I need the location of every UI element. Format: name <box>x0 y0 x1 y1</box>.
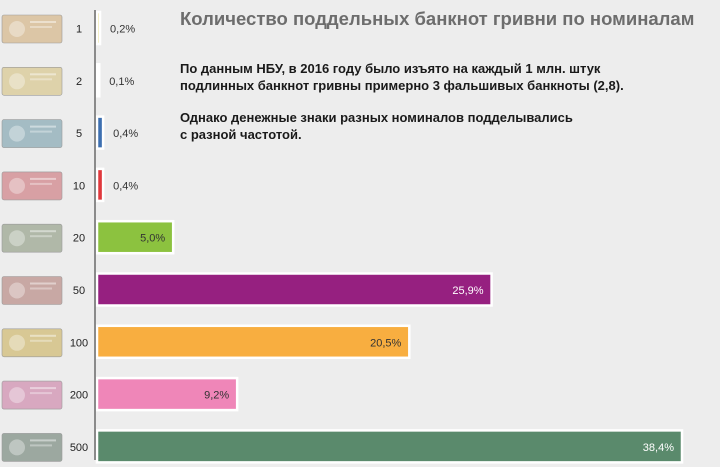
banknote-5-stripe-icon <box>30 125 56 128</box>
banknote-2-icon <box>1 67 63 96</box>
banknote-20-icon <box>1 223 63 253</box>
banknote-50-portrait-icon <box>9 282 25 299</box>
note-nbu-line-2: подлинных банкнот гривны примерно 3 фаль… <box>180 78 624 93</box>
bar-1 <box>95 10 102 46</box>
banknote-1-portrait-icon <box>9 21 25 37</box>
banknote-10-stripe-icon <box>30 177 56 180</box>
banknote-500-portrait-icon <box>9 439 25 456</box>
value-label-2: 0,1% <box>109 76 134 88</box>
banknote-5-stripe2-icon <box>30 130 52 133</box>
banknote-100-portrait-icon <box>9 334 25 351</box>
denomination-label-5: 5 <box>76 128 82 140</box>
value-label-10: 0,4% <box>113 180 138 192</box>
bar-500 <box>95 429 684 464</box>
banknote-500-stripe2-icon <box>30 444 52 447</box>
bar-10 <box>95 167 105 203</box>
bar-2 <box>95 63 101 98</box>
value-label-20: 5,0% <box>140 233 165 245</box>
note-nbu: По данным НБУ, в 2016 году было изъято н… <box>180 60 624 94</box>
banknote-200-icon <box>1 380 63 410</box>
banknote-100-stripe2-icon <box>30 339 52 342</box>
bar-20 <box>95 219 175 255</box>
denomination-label-50: 50 <box>73 285 85 297</box>
value-label-5: 0,4% <box>113 128 138 140</box>
note-frequency-line-1: Однако денежные знаки разных номиналов п… <box>180 110 573 125</box>
banknote-2-portrait-icon <box>9 73 25 90</box>
banknote-100-stripe-icon <box>30 334 56 337</box>
value-label-1: 0,2% <box>110 24 135 36</box>
banknote-1-icon <box>1 14 63 44</box>
banknote-200-stripe2-icon <box>30 392 52 395</box>
value-label-500: 38,4% <box>643 442 674 454</box>
denomination-label-500: 500 <box>70 442 88 454</box>
banknote-5-portrait-icon <box>9 125 25 142</box>
value-label-100: 20,5% <box>370 337 401 349</box>
chart-title: Количество поддельных банкнот гривни по … <box>180 8 695 29</box>
note-frequency: Однако денежные знаки разных номиналов п… <box>180 109 573 143</box>
denomination-label-20: 20 <box>73 233 85 245</box>
denomination-label-10: 10 <box>73 180 85 192</box>
banknote-20-stripe2-icon <box>30 235 52 238</box>
banknote-500-stripe-icon <box>30 439 56 442</box>
banknote-5-icon <box>1 119 63 148</box>
banknote-500-icon <box>1 433 63 462</box>
note-nbu-line-1: По данным НБУ, в 2016 году было изъято н… <box>180 61 601 76</box>
banknote-50-stripe-icon <box>30 282 56 285</box>
banknote-1-stripe2-icon <box>30 26 52 28</box>
banknote-200-stripe-icon <box>30 387 56 390</box>
banknote-100-icon <box>1 328 63 358</box>
banknote-2-stripe-icon <box>30 73 56 76</box>
banknote-2-stripe2-icon <box>30 78 52 81</box>
denomination-label-1: 1 <box>76 24 82 36</box>
banknote-20-portrait-icon <box>9 230 25 247</box>
bar-50 <box>95 272 493 307</box>
banknote-10-stripe2-icon <box>30 182 52 185</box>
denomination-label-2: 2 <box>76 76 82 88</box>
banknote-1-stripe-icon <box>30 21 56 23</box>
denomination-label-100: 100 <box>70 337 88 349</box>
bar-100 <box>95 324 411 360</box>
denomination-label-200: 200 <box>70 390 88 402</box>
banknote-200-portrait-icon <box>9 387 25 404</box>
banknote-20-stripe-icon <box>30 230 56 233</box>
bar-5 <box>95 115 105 150</box>
banknote-50-icon <box>1 276 63 305</box>
bar-200 <box>95 376 239 412</box>
value-label-50: 25,9% <box>452 285 483 297</box>
note-frequency-line-2: с разной частотой. <box>180 127 302 142</box>
banknote-50-stripe2-icon <box>30 287 52 290</box>
value-label-200: 9,2% <box>204 390 229 402</box>
banknote-10-portrait-icon <box>9 177 25 194</box>
banknote-10-icon <box>1 171 63 201</box>
